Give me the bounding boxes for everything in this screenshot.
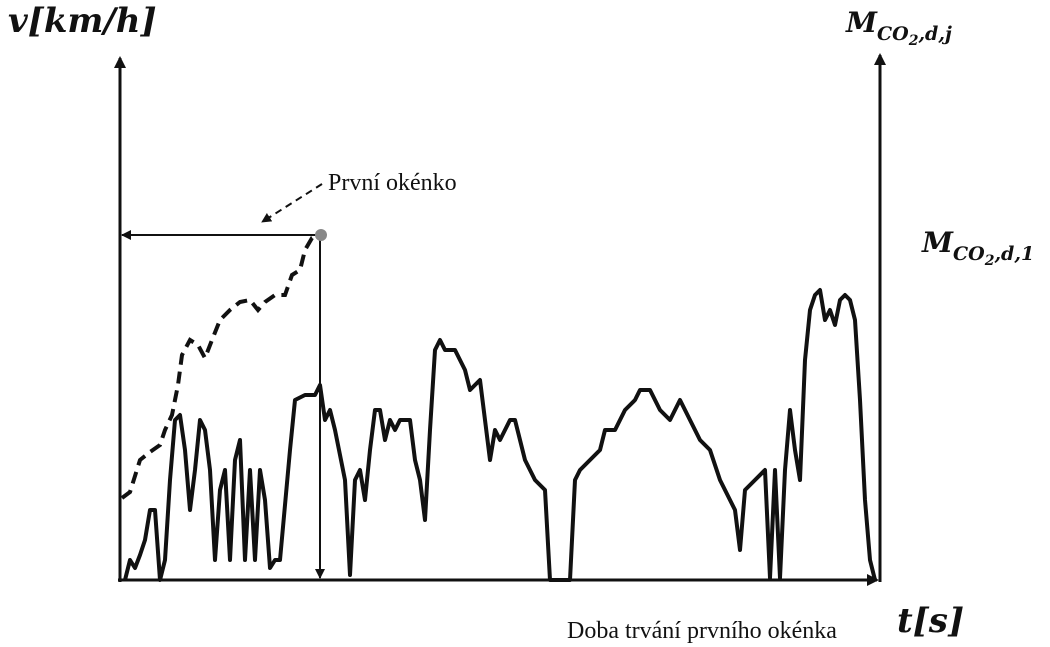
x-caption: Doba trvání prvního okénka (567, 618, 837, 644)
y2-label-tail: ,d,j (917, 23, 952, 45)
y2-label-sub2: 2 (908, 33, 919, 49)
y-axis-label: v[km/h] (8, 1, 157, 41)
annotation-arrow (261, 183, 323, 223)
y2-marker-label: MCO2,d,1 (921, 226, 1034, 269)
y2-axis-label: MCO2,d,j (845, 6, 952, 49)
y2-marker-tail: ,d,1 (993, 243, 1034, 265)
window-point (315, 229, 327, 241)
x-label-base: t (897, 601, 913, 641)
y2-label-sub: CO (877, 23, 909, 45)
cumulative-curve (120, 233, 319, 500)
axes (114, 53, 886, 586)
y2-marker-sub2: 2 (984, 253, 995, 269)
x-label-unit: [s] (913, 601, 964, 641)
annotation: První okénko (328, 170, 457, 196)
y-label-unit: [km/h] (28, 1, 157, 41)
y2-marker-base: M (921, 226, 954, 259)
speed-curve (123, 288, 877, 582)
y-label-base: v (8, 1, 29, 41)
x-axis-label: t[s] (897, 601, 964, 641)
y2-label-base: M (845, 6, 878, 39)
y2-marker-sub: CO (953, 243, 985, 265)
